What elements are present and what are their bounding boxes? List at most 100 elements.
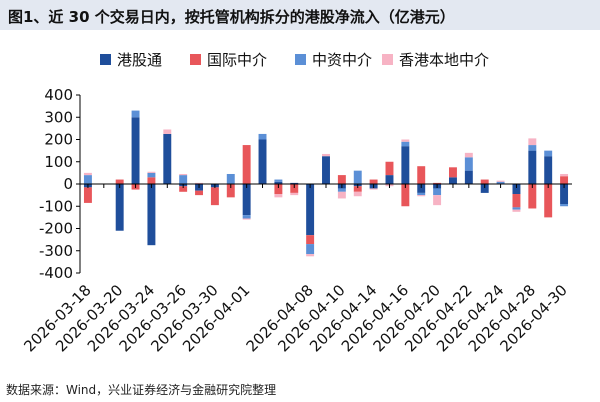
bar-segment-s0-2026-04-08 bbox=[306, 184, 315, 236]
bar-segment-s0-2026-04-29 bbox=[544, 156, 553, 184]
legend-item-hk-local: 香港本地中介 bbox=[382, 48, 489, 70]
legend-label-international: 国际中介 bbox=[207, 50, 268, 69]
bar-segment-s1-2026-04-16 bbox=[401, 184, 410, 207]
bar-segment-s3-2026-04-17 bbox=[417, 195, 426, 197]
bar-segment-s1-2026-04-08 bbox=[306, 235, 315, 245]
bar-segment-s0-2026-04-27 bbox=[512, 184, 521, 195]
legend-label-hk-local: 香港本地中介 bbox=[399, 50, 490, 69]
bar-segment-s3-2026-03-24 bbox=[147, 171, 156, 173]
legend-swatch-hk-local bbox=[382, 53, 393, 65]
bar-segment-s1-2026-04-13 bbox=[353, 186, 362, 192]
bar-segment-s1-2026-04-29 bbox=[544, 184, 553, 218]
y-tick-label: -400 bbox=[39, 264, 73, 282]
y-tick-label: -200 bbox=[39, 220, 73, 238]
bar-segment-s0-2026-04-22 bbox=[464, 170, 473, 184]
title-bar: 图1、近 30 个交易日内，按托管机构拆分的港股净流入（亿港元） bbox=[0, 0, 600, 30]
bar-segment-s1-2026-04-01 bbox=[242, 145, 251, 184]
bar-segment-s1-2026-04-15 bbox=[385, 161, 394, 176]
bar-segment-s3-2026-04-30 bbox=[560, 173, 569, 177]
y-tick-label: -100 bbox=[39, 197, 73, 215]
bar-segment-s0-2026-04-07 bbox=[290, 182, 299, 184]
bar-segment-s3-2026-04-20 bbox=[433, 195, 442, 206]
bar-segment-s3-2026-03-26 bbox=[179, 173, 188, 176]
bar-segment-s0-2026-03-20 bbox=[115, 184, 124, 231]
bar-segment-s0-2026-04-03 bbox=[274, 181, 283, 184]
bar-segment-s2-2026-04-01 bbox=[242, 215, 251, 219]
bar-segment-s2-2026-03-31 bbox=[226, 173, 235, 184]
legend-swatch-hk-connect bbox=[100, 53, 111, 65]
bar-segment-s2-2026-04-13 bbox=[353, 170, 362, 184]
bar-segment-s3-2026-04-07 bbox=[290, 192, 299, 196]
bar-segment-s2-2026-03-23 bbox=[131, 110, 140, 118]
bar-segment-s1-2026-04-14 bbox=[369, 179, 378, 184]
legend: 港股通 国际中介 中资中介 香港本地中介 bbox=[100, 48, 580, 70]
bar-segment-s1-2026-03-18 bbox=[83, 187, 92, 203]
source-note: 数据来源：Wind，兴业证券经济与金融研究院整理 bbox=[6, 383, 277, 397]
bar-segment-s0-2026-04-23 bbox=[480, 184, 489, 193]
bar-segment-s1-2026-03-24 bbox=[147, 177, 156, 184]
bar-segment-s2-2026-03-26 bbox=[179, 175, 188, 184]
bar-segment-s2-2026-04-22 bbox=[464, 157, 473, 171]
legend-swatch-chinese bbox=[295, 53, 306, 65]
y-tick-label: 300 bbox=[44, 108, 73, 126]
bar-segment-s0-2026-04-01 bbox=[242, 184, 251, 216]
y-tick-label: 100 bbox=[44, 153, 73, 171]
bar-segment-s3-2026-03-18 bbox=[83, 172, 92, 176]
y-tick-label: -300 bbox=[39, 242, 73, 260]
bar-segment-s3-2026-04-08 bbox=[306, 254, 315, 257]
bar-segment-s2-2026-04-02 bbox=[258, 133, 267, 140]
bar-segment-s2-2026-04-16 bbox=[401, 141, 410, 147]
bar-segment-s0-2026-04-16 bbox=[401, 146, 410, 184]
bar-segment-s3-2026-04-28 bbox=[528, 138, 537, 146]
legend-label-hk-connect: 港股通 bbox=[117, 50, 163, 69]
bar-segment-s3-2026-04-24 bbox=[496, 180, 505, 182]
bar-segment-s1-2026-03-20 bbox=[115, 179, 124, 184]
bar-segment-s2-2026-03-18 bbox=[83, 175, 92, 184]
bar-segment-s2-2026-04-27 bbox=[512, 207, 521, 210]
bar-segment-s1-2026-04-23 bbox=[480, 179, 489, 184]
y-tick-label: 200 bbox=[44, 131, 73, 149]
bar-segment-s2-2026-04-08 bbox=[306, 244, 315, 255]
bar-segment-s1-2026-04-10 bbox=[337, 175, 346, 184]
bar-segment-s0-2026-03-23 bbox=[131, 117, 140, 184]
bar-segment-s1-2026-04-28 bbox=[528, 184, 537, 209]
bar-segment-s1-2026-03-26 bbox=[179, 186, 188, 192]
bar-segment-s1-2026-03-30 bbox=[210, 187, 219, 206]
bar-segment-s3-2026-03-25 bbox=[163, 129, 172, 134]
bar-segment-s3-2026-04-14 bbox=[369, 188, 378, 190]
bar-segment-s3-2026-04-09 bbox=[322, 153, 330, 157]
legend-item-international: 国际中介 bbox=[190, 48, 267, 70]
legend-item-chinese: 中资中介 bbox=[295, 48, 372, 70]
bar-segment-s3-2026-04-13 bbox=[353, 191, 362, 197]
bar-segment-s2-2026-04-20 bbox=[433, 188, 442, 196]
bar-segment-s0-2026-04-02 bbox=[258, 139, 267, 184]
bar-segment-s3-2026-04-03 bbox=[274, 194, 283, 198]
bar-segment-s0-2026-04-15 bbox=[385, 175, 394, 184]
bar-segment-s2-2026-04-29 bbox=[544, 150, 553, 157]
bar-segment-s3-2026-04-22 bbox=[464, 152, 473, 158]
legend-label-chinese: 中资中介 bbox=[312, 50, 373, 69]
bar-segment-s1-2026-04-20 bbox=[433, 182, 442, 184]
legend-item-hk-connect: 港股通 bbox=[100, 48, 162, 70]
bar-segment-s2-2026-04-30 bbox=[560, 204, 569, 207]
chart-title: 图1、近 30 个交易日内，按托管机构拆分的港股净流入（亿港元） bbox=[8, 8, 455, 26]
bar-segment-s2-2026-04-10 bbox=[337, 188, 346, 192]
bar-segment-s3-2026-04-16 bbox=[401, 139, 410, 142]
bar-segment-s1-2026-04-21 bbox=[449, 167, 457, 178]
bar-segment-s0-2026-04-17 bbox=[417, 184, 426, 193]
bar-segment-s2-2026-04-28 bbox=[528, 145, 537, 151]
bar-segment-s3-2026-03-27 bbox=[195, 182, 203, 184]
y-tick-label: 0 bbox=[63, 175, 73, 193]
bar-segment-s1-2026-04-27 bbox=[512, 194, 521, 208]
bar-segment-s0-2026-03-25 bbox=[163, 133, 172, 184]
bar-segment-s2-2026-04-03 bbox=[274, 179, 283, 182]
y-tick-label: 400 bbox=[44, 86, 73, 104]
bar-segment-s1-2026-03-27 bbox=[195, 190, 203, 196]
legend-swatch-international bbox=[190, 53, 201, 65]
bar-segment-s3-2026-04-01 bbox=[242, 218, 251, 220]
bar-segment-s0-2026-04-30 bbox=[560, 184, 569, 205]
bar-segment-s1-2026-04-17 bbox=[417, 166, 426, 184]
bar-segment-s2-2026-04-24 bbox=[496, 181, 505, 184]
bar-segment-s3-2026-04-10 bbox=[337, 191, 346, 199]
